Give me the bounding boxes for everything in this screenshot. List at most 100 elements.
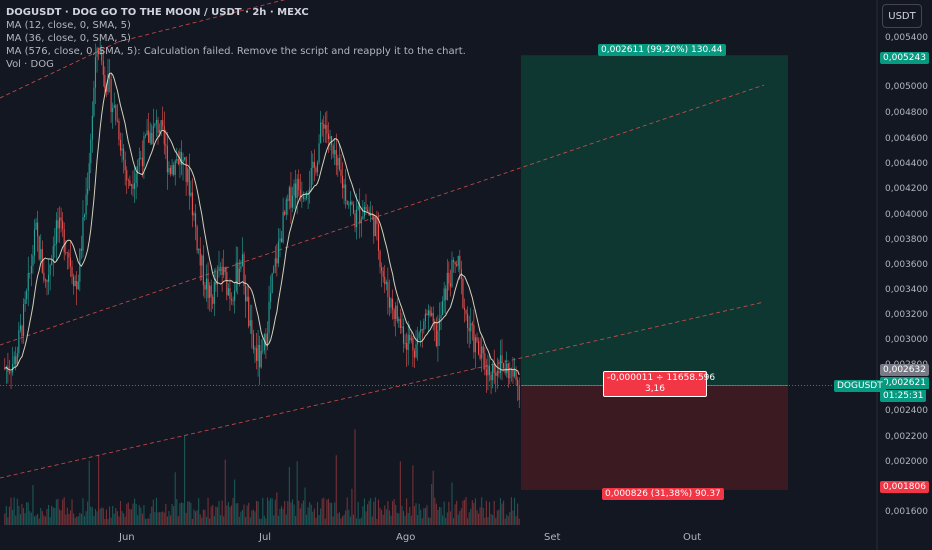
volume-bar [463, 499, 466, 525]
candle-body [218, 267, 220, 271]
currency-button[interactable]: USDT [882, 4, 922, 28]
volume-bar [515, 516, 517, 525]
candle-body [188, 168, 190, 196]
volume-bar [509, 511, 511, 525]
candle-body [187, 168, 189, 182]
candle-body [151, 133, 153, 145]
volume-bar [227, 502, 229, 525]
candle-body [68, 252, 70, 258]
indicator-volume[interactable]: Vol · DOG [6, 59, 54, 70]
candle-body [301, 196, 303, 198]
volume-bar [290, 502, 292, 525]
candle-body [420, 329, 422, 333]
candle-body [318, 143, 320, 163]
indicator-ma12[interactable]: MA (12, close, 0, SMA, 5) [6, 20, 131, 31]
volume-bar [201, 517, 203, 525]
candle-body [90, 139, 92, 164]
candle-body [343, 184, 345, 189]
candle-body [299, 189, 301, 198]
volume-bar [179, 503, 181, 525]
time-tick: Set [544, 532, 561, 543]
time-tick: Ago [396, 532, 416, 543]
candle-body [141, 157, 143, 167]
volume-bar [68, 513, 70, 525]
candle-body [223, 267, 225, 276]
volume-bar [377, 499, 380, 525]
candle-body [332, 145, 334, 155]
volume-bar [210, 506, 212, 525]
volume-bar [57, 498, 59, 525]
candle-body [479, 354, 481, 359]
volume-bar [46, 509, 48, 525]
candle-body [306, 193, 308, 199]
target-price-tag: 0,005243 [880, 52, 929, 64]
candle-body [271, 273, 273, 293]
volume-bar [277, 515, 279, 525]
stop-zone [521, 385, 788, 490]
volume-bar [163, 512, 165, 525]
candle-body [220, 266, 222, 268]
volume-bar [124, 516, 126, 525]
candle-body [518, 385, 520, 400]
volume-bar [226, 505, 228, 525]
volume-bar [185, 512, 187, 525]
candle-body [240, 266, 242, 269]
volume-bar [424, 507, 426, 525]
volume-bar [417, 515, 419, 525]
volume-bar [304, 487, 306, 525]
candle-body [446, 272, 448, 300]
candle-body [445, 288, 447, 300]
volume-bar [346, 497, 348, 525]
candle-body [426, 313, 428, 316]
volume-bar [457, 514, 459, 525]
volume-bar [184, 436, 186, 525]
candle-body [107, 74, 109, 92]
volume-bar [374, 497, 376, 525]
volume-bar [127, 502, 129, 525]
candle-body [91, 115, 93, 140]
symbol-title[interactable]: DOGUSDT · DOG GO TO THE MOON / USDT · 2h… [6, 7, 309, 18]
stop-label[interactable]: 0,000826 (31,38%) 90.37 [602, 488, 724, 500]
volume-bar [112, 505, 114, 525]
candle-body [215, 281, 217, 285]
volume-bar [370, 497, 372, 525]
target-label[interactable]: 0,002611 (99,20%) 130.44 [598, 44, 726, 56]
candle-body [80, 248, 82, 251]
volume-bar [470, 508, 472, 525]
candle-body [359, 205, 361, 224]
volume-bar [327, 498, 330, 525]
candle-body [149, 133, 151, 143]
volume-bar [193, 509, 195, 525]
entry-label[interactable]: -0,000011 ÷ 11658.596 3,16 [603, 371, 715, 397]
candle-body [471, 323, 473, 326]
volume-bar [260, 518, 262, 525]
candle-body [284, 211, 286, 215]
volume-bar [223, 516, 225, 525]
volume-bar [93, 515, 95, 525]
indicator-ma36[interactable]: MA (36, close, 0, SMA, 5) [6, 33, 131, 44]
candle-body [74, 280, 76, 287]
volume-bar [18, 505, 20, 525]
volume-bar [82, 498, 84, 525]
candle-body [387, 281, 389, 298]
candle-body [388, 297, 390, 308]
candle-body [288, 187, 290, 201]
candle-body [298, 178, 300, 190]
candle-body [476, 337, 478, 342]
candle-body [334, 150, 336, 155]
stop-price-tag: 0,001806 [880, 481, 929, 493]
volume-bar [476, 510, 478, 525]
volume-bar [363, 498, 365, 525]
candle-body [462, 278, 464, 308]
candle-body [313, 161, 315, 168]
price-tick: 0,003400 [885, 285, 928, 295]
volume-bar [43, 515, 45, 525]
price-tick: 0,002400 [885, 406, 928, 416]
candle-body [410, 338, 412, 341]
indicator-ma576[interactable]: MA (576, close, 0, SMA, 5): Calculation … [6, 46, 466, 57]
candle-body [210, 285, 212, 297]
candle-body [366, 209, 369, 212]
volume-bar [115, 508, 117, 525]
